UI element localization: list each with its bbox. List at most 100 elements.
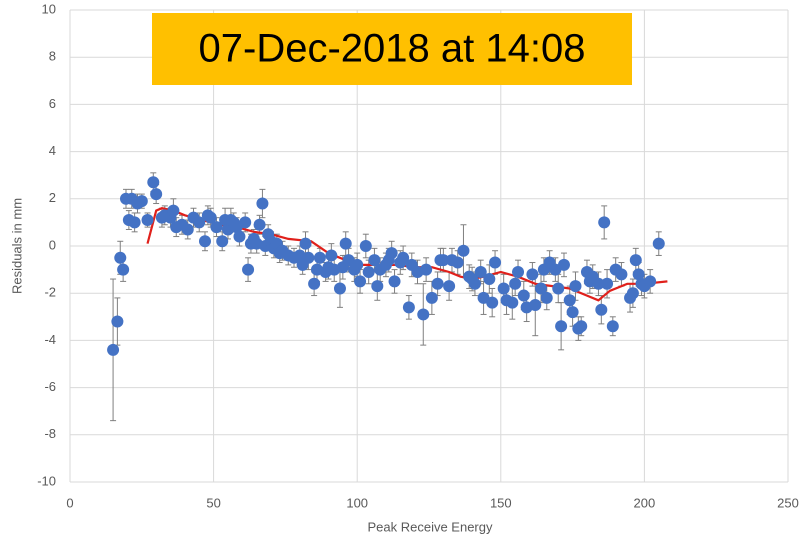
x-tick-label: 100 (346, 495, 368, 510)
point (308, 277, 321, 290)
x-tick-label: 150 (490, 495, 512, 510)
point (457, 244, 470, 257)
point (325, 249, 338, 262)
point (141, 214, 154, 227)
y-tick-label: -8 (44, 426, 56, 441)
point (517, 289, 530, 302)
point (313, 251, 326, 264)
point (351, 258, 364, 271)
point (181, 223, 194, 236)
point (417, 308, 430, 321)
y-tick-label: 10 (42, 1, 56, 16)
point (299, 237, 312, 250)
point (193, 216, 206, 229)
point (526, 268, 539, 281)
point (489, 256, 502, 269)
point (198, 235, 211, 248)
x-tick-label: 0 (66, 495, 73, 510)
point (563, 294, 576, 307)
point (529, 299, 542, 311)
point (150, 188, 163, 201)
point (595, 303, 608, 316)
y-tick-label: -6 (44, 379, 56, 394)
y-tick-label: 4 (49, 143, 56, 158)
point (117, 263, 130, 276)
point (302, 251, 315, 264)
point (167, 204, 180, 217)
point (339, 237, 352, 250)
point (425, 291, 438, 304)
point (216, 235, 229, 248)
y-tick-label: 8 (49, 49, 56, 64)
annotation: 07-Dec-2018 at 14:08 (199, 27, 586, 71)
point (615, 268, 628, 281)
point (451, 256, 464, 269)
point (443, 280, 456, 293)
point (606, 320, 619, 333)
y-tick-label: -2 (44, 285, 56, 300)
point (486, 296, 499, 309)
point (210, 221, 223, 234)
point (506, 296, 519, 309)
point (535, 282, 548, 295)
point (468, 277, 481, 290)
point (626, 287, 639, 300)
point (397, 251, 410, 264)
x-tick-label: 250 (777, 495, 799, 510)
point (239, 216, 252, 229)
point (431, 277, 444, 290)
point (147, 176, 160, 189)
point (368, 254, 381, 267)
point (552, 282, 565, 295)
point (204, 211, 217, 224)
point (371, 280, 384, 293)
point (601, 277, 614, 290)
point (242, 263, 255, 276)
point (135, 195, 148, 208)
point (557, 258, 570, 271)
point (652, 237, 665, 250)
point (437, 254, 450, 267)
point (566, 306, 579, 319)
point (354, 275, 367, 288)
point (509, 277, 522, 290)
point (483, 273, 496, 286)
point (512, 265, 525, 278)
y-tick-label: 0 (49, 237, 56, 252)
point (540, 291, 553, 304)
point (644, 275, 657, 288)
point (359, 240, 372, 252)
y-tick-label: -4 (44, 332, 56, 347)
point (362, 265, 375, 278)
y-tick-label: 2 (49, 190, 56, 205)
point (497, 282, 510, 295)
point (569, 280, 582, 293)
annotation-box (152, 13, 632, 85)
point (629, 254, 642, 267)
point (253, 218, 266, 231)
point (111, 315, 124, 328)
point (598, 216, 611, 229)
y-tick-label: 6 (49, 96, 56, 111)
point (592, 277, 605, 290)
x-tick-label: 200 (634, 495, 656, 510)
point (385, 247, 398, 260)
point (333, 282, 346, 295)
point (107, 343, 120, 356)
x-tick-label: 50 (206, 495, 220, 510)
point (388, 275, 401, 288)
point (233, 230, 246, 243)
point (474, 265, 487, 278)
point (632, 268, 645, 281)
point (420, 263, 433, 276)
point (555, 320, 568, 333)
point (402, 301, 415, 314)
point (114, 251, 127, 264)
x-axis-label: Peak Receive Energy (367, 519, 493, 534)
y-axis-label: Residuals in mm (9, 198, 24, 294)
point (256, 197, 269, 210)
y-tick-label: -10 (37, 473, 56, 488)
point (575, 320, 588, 333)
